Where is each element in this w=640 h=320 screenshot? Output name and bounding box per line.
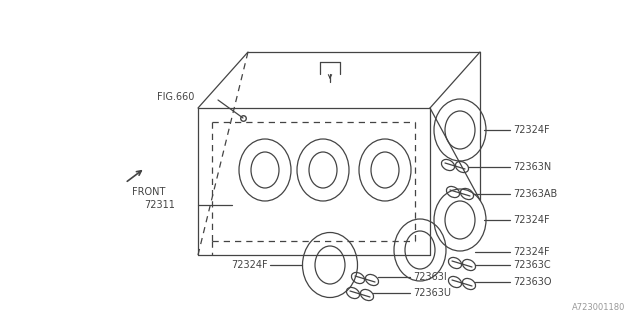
- Text: 72311: 72311: [144, 200, 175, 210]
- Text: FRONT: FRONT: [132, 187, 165, 197]
- Text: 72363C: 72363C: [513, 260, 550, 270]
- Text: 72363AB: 72363AB: [513, 189, 557, 199]
- Text: 72363N: 72363N: [513, 162, 551, 172]
- Text: 72363I: 72363I: [413, 272, 447, 282]
- Text: FIG.660: FIG.660: [157, 92, 195, 102]
- Text: 72363U: 72363U: [413, 288, 451, 298]
- Text: A723001180: A723001180: [572, 303, 625, 312]
- Text: 72363O: 72363O: [513, 277, 552, 287]
- Text: 72324F: 72324F: [513, 125, 550, 135]
- Text: 72324F: 72324F: [232, 260, 268, 270]
- Text: 72324F: 72324F: [513, 215, 550, 225]
- Text: 72324F: 72324F: [513, 247, 550, 257]
